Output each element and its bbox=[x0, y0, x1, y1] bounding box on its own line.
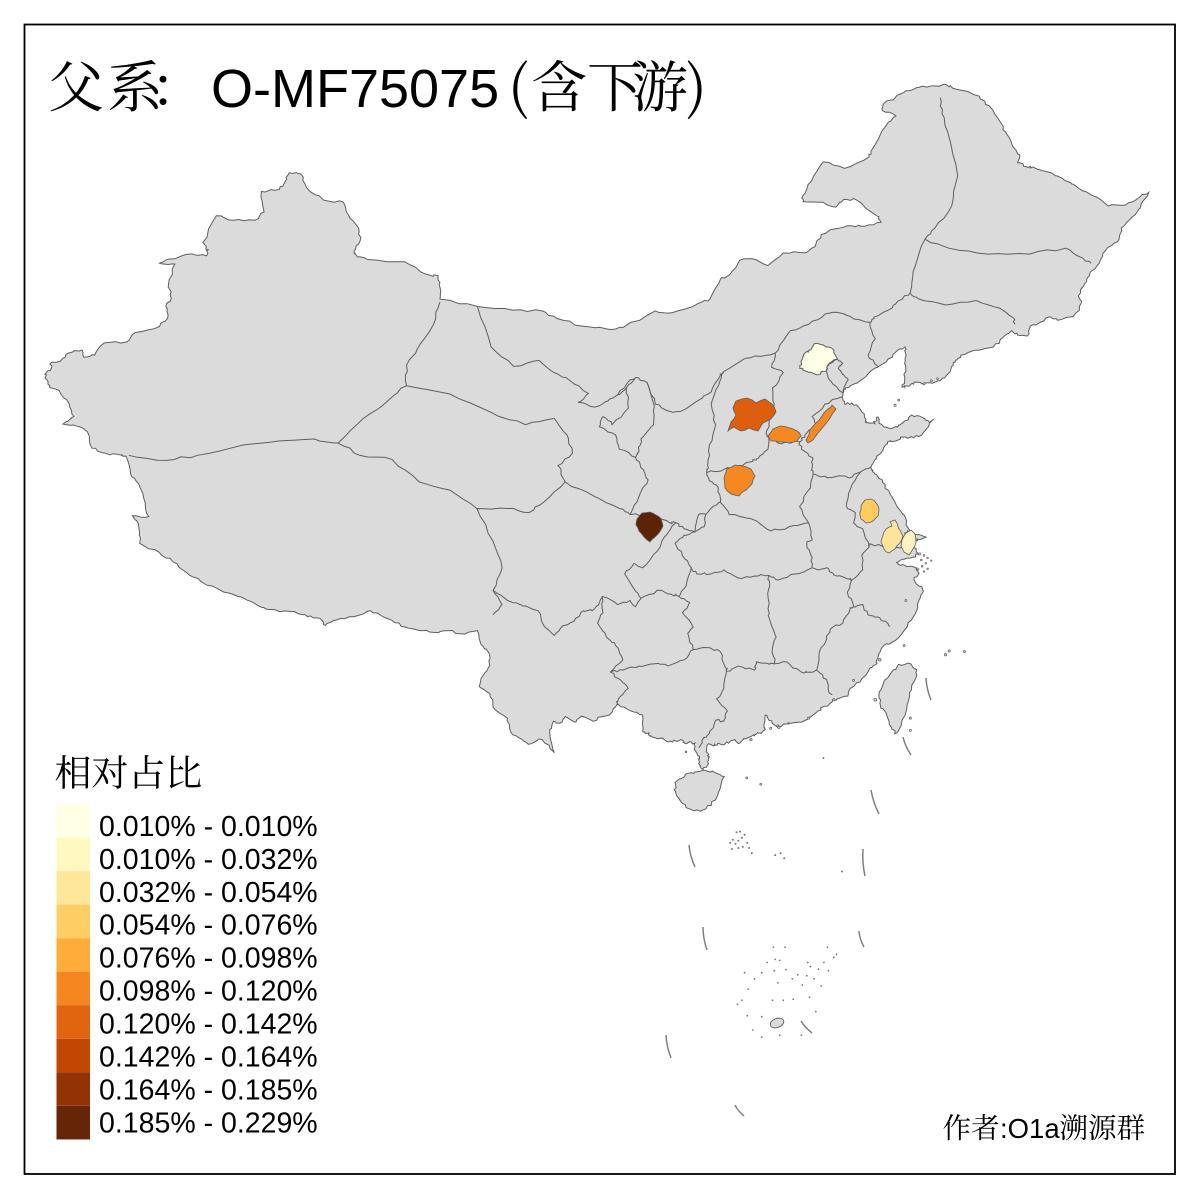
svg-text:O-MF75075: O-MF75075 bbox=[211, 59, 499, 119]
svg-text:0.120% - 0.142%: 0.120% - 0.142% bbox=[99, 1009, 318, 1041]
svg-text:0.010% - 0.032%: 0.010% - 0.032% bbox=[99, 844, 318, 876]
svg-text:0.098% - 0.120%: 0.098% - 0.120% bbox=[99, 976, 318, 1008]
svg-text:0.010% - 0.010%: 0.010% - 0.010% bbox=[99, 811, 318, 843]
svg-text:0.185% - 0.229%: 0.185% - 0.229% bbox=[99, 1108, 318, 1140]
svg-text:0.032% - 0.054%: 0.032% - 0.054% bbox=[99, 877, 318, 909]
svg-text:0.142% - 0.164%: 0.142% - 0.164% bbox=[99, 1042, 318, 1074]
svg-text:0.054% - 0.076%: 0.054% - 0.076% bbox=[99, 910, 318, 942]
svg-text:0.164% - 0.185%: 0.164% - 0.185% bbox=[99, 1075, 318, 1107]
svg-text:0.076% - 0.098%: 0.076% - 0.098% bbox=[99, 943, 318, 975]
svg-text::O1a: :O1a bbox=[1000, 1113, 1060, 1144]
